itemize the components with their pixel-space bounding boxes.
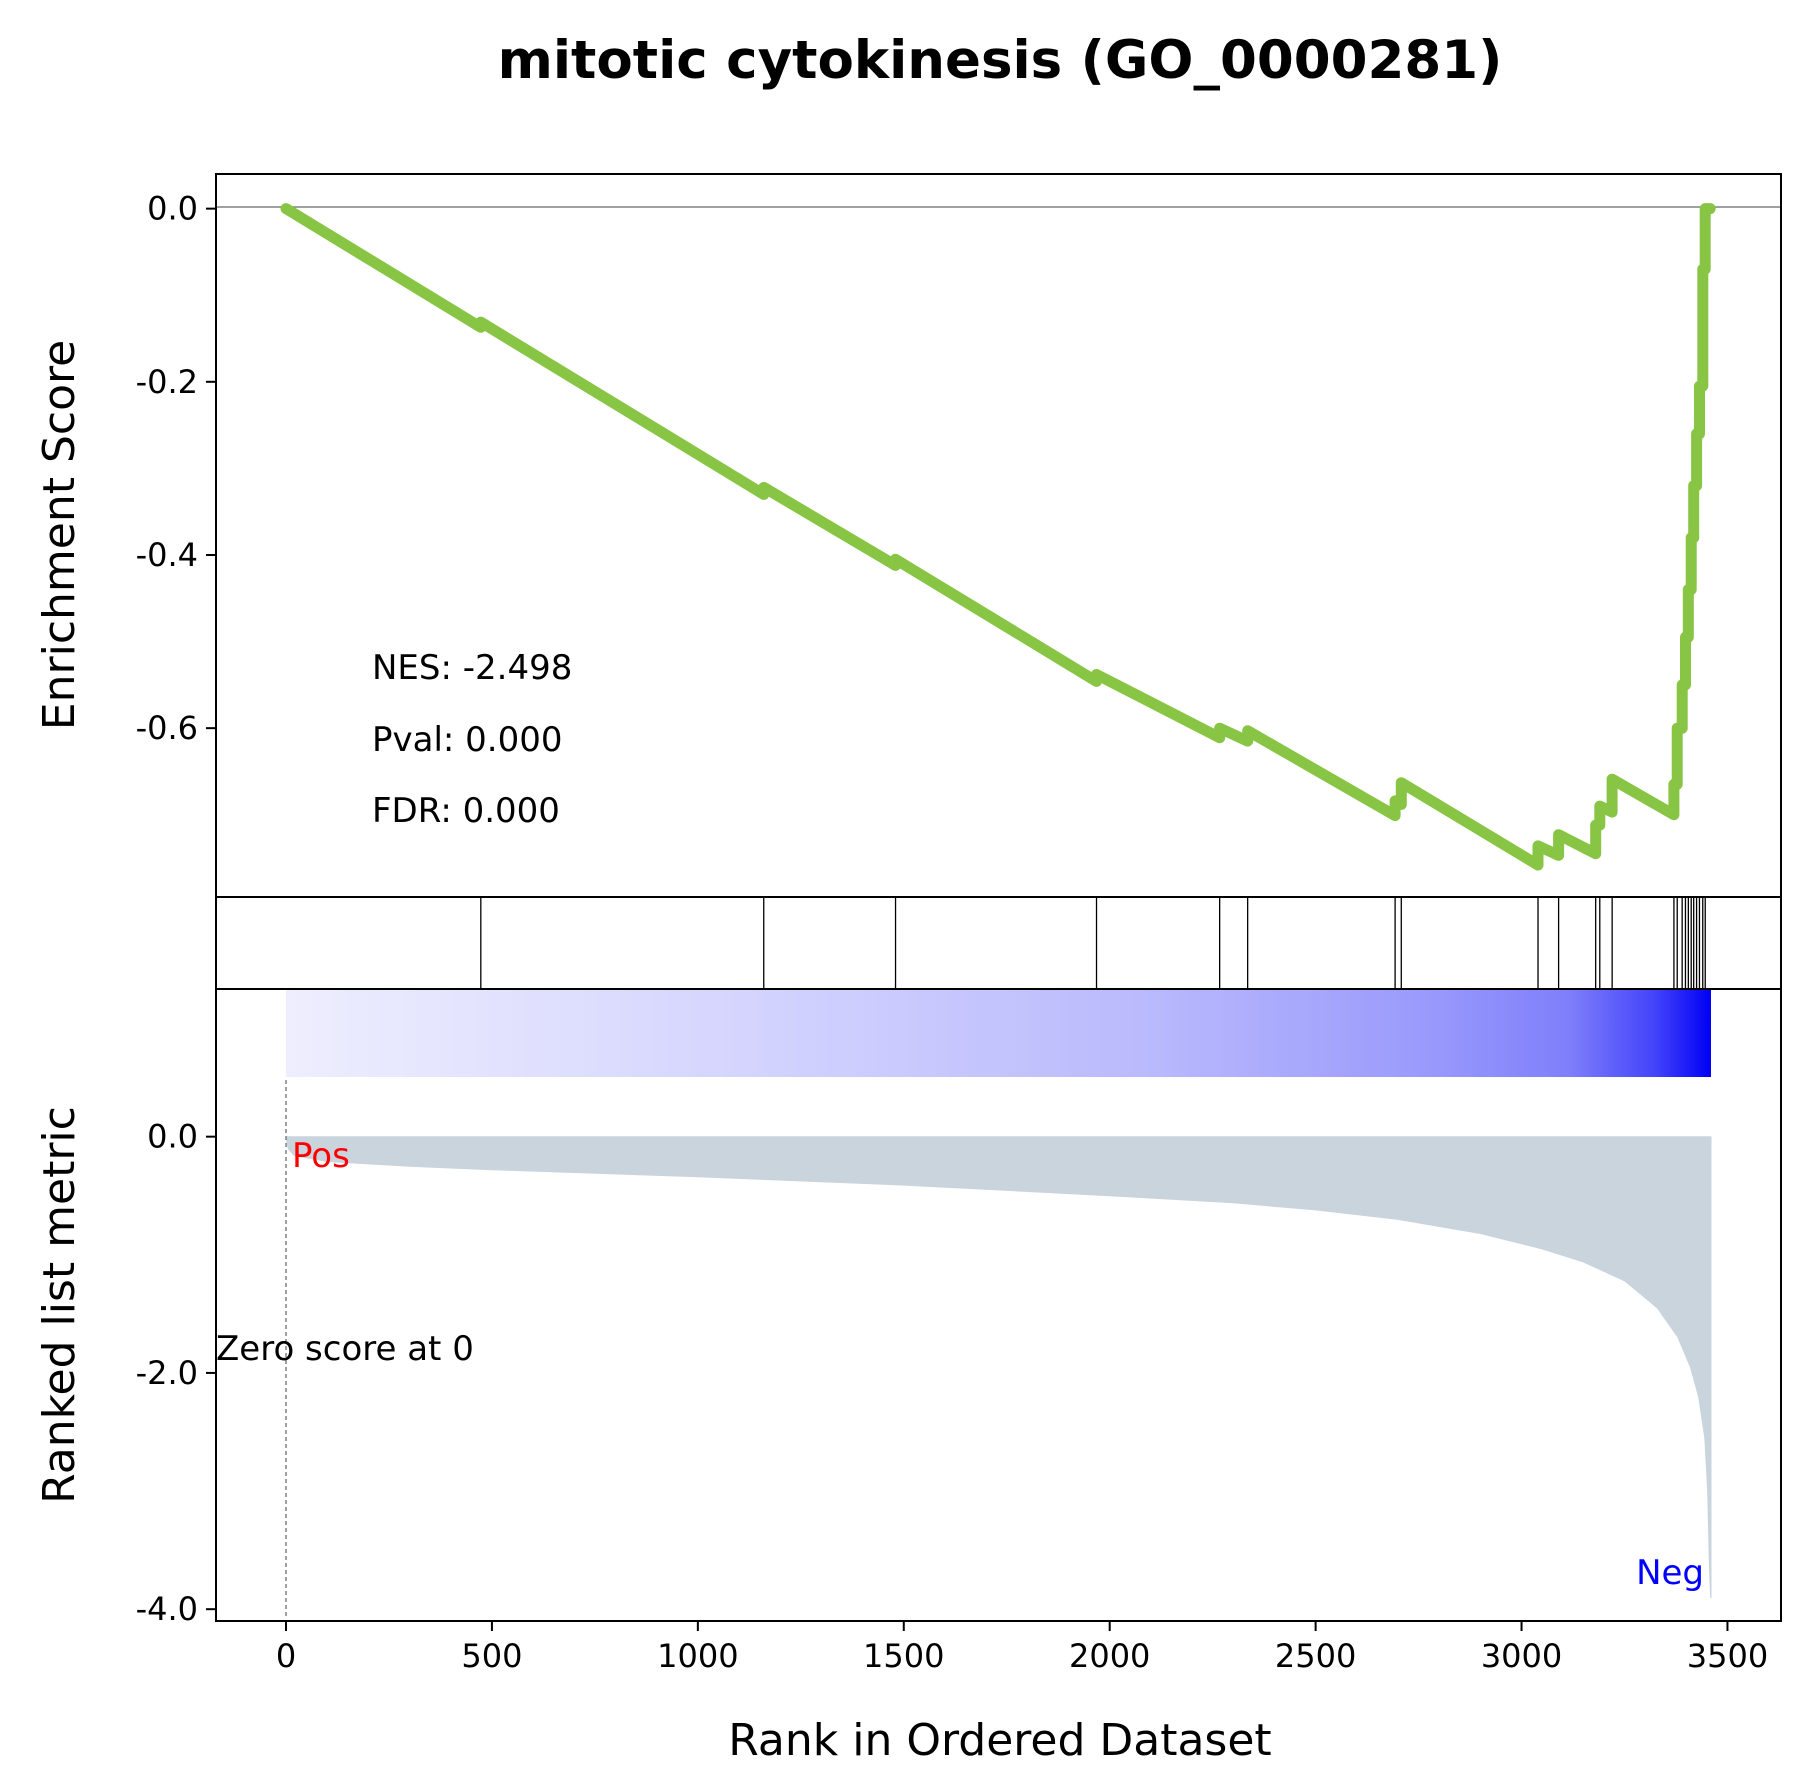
rank-heatmap <box>286 990 1711 1077</box>
es-y-tick-label: 0.0 <box>147 190 198 228</box>
ranked-y-ticks: 0.0 -2.0 -4.0 <box>136 1118 216 1628</box>
es-y-tick-label: -0.4 <box>136 536 198 574</box>
ranked-y-label: Ranked list metric <box>34 1106 85 1504</box>
x-tick-label: 0 <box>276 1637 296 1675</box>
es-y-tick-label: -0.2 <box>136 363 198 401</box>
x-axis-label: Rank in Ordered Dataset <box>728 1715 1271 1766</box>
pos-label: Pos <box>292 1136 350 1176</box>
fdr-stat: FDR: 0.000 <box>372 791 560 831</box>
es-y-ticks: 0.0 -0.2 -0.4 -0.6 <box>136 190 216 747</box>
x-tick-label: 1000 <box>657 1637 738 1675</box>
es-line <box>280 203 1716 871</box>
neg-label: Neg <box>1636 1553 1704 1593</box>
x-tick-label: 500 <box>461 1637 522 1675</box>
x-tick-label: 1500 <box>863 1637 944 1675</box>
es-y-tick-label: -0.6 <box>136 709 198 747</box>
ranked-y-tick-label: -4.0 <box>136 1590 198 1628</box>
x-tick-label: 2500 <box>1275 1637 1356 1675</box>
nes-stat: NES: -2.498 <box>372 648 572 688</box>
es-panel: 0.0-0.2-0.4-0.6 NES: -2.498 Pval: 0.000 … <box>34 173 1782 898</box>
es-panel-frame <box>215 173 1782 898</box>
ranked-metric-area <box>285 1136 1712 1598</box>
x-tick-label: 3500 <box>1687 1637 1768 1675</box>
hit-lines <box>480 897 1706 989</box>
ranked-y-tick-label: 0.0 <box>147 1118 198 1156</box>
x-ticks: 0 500 1000 1500 2000 2500 3000 3500 <box>276 1621 1768 1675</box>
hits-panel <box>215 896 1782 990</box>
ranked-panel-frame <box>215 988 1782 1622</box>
hits-panel-frame <box>215 896 1782 990</box>
zero-score-label: Zero score at 0 <box>216 1329 474 1369</box>
chart-title: mitotic cytokinesis (GO_0000281) <box>498 30 1503 91</box>
pval-stat: Pval: 0.000 <box>372 720 563 760</box>
x-tick-label: 2000 <box>1069 1637 1150 1675</box>
ranked-y-tick-label: -2.0 <box>136 1354 198 1392</box>
es-y-label: Enrichment Score <box>34 340 85 730</box>
x-tick-label: 3000 <box>1481 1637 1562 1675</box>
ranked-panel: 0.0 -2.0 -4.0 Pos Neg Zero score at 0 Rank… <box>34 988 1782 1628</box>
